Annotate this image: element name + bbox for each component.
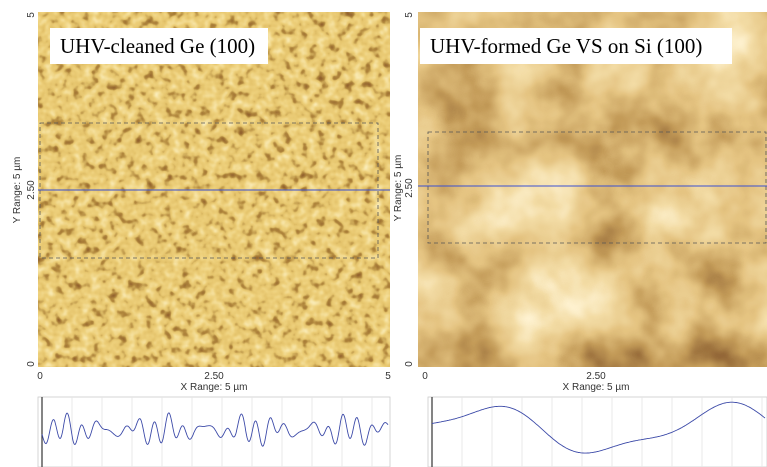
x-tick-label: 2.50	[586, 371, 606, 382]
y-tick-label: 5	[26, 12, 37, 18]
panel-label: UHV-cleaned Ge (100)	[60, 34, 255, 58]
x-tick-label: 2.50	[204, 371, 224, 382]
y-tick-label: 2.50	[404, 178, 415, 198]
line-profile	[428, 397, 767, 467]
figure: UHV-cleaned Ge (100) 5 2.50 0 Y Range: 5…	[0, 0, 767, 467]
panel-label: UHV-formed Ge VS on Si (100)	[430, 34, 702, 58]
afm-image	[418, 12, 767, 367]
y-tick-label: 2.50	[26, 180, 37, 200]
x-tick-label: 0	[422, 371, 428, 382]
y-tick-label: 0	[26, 361, 37, 367]
x-tick-label: 5	[385, 371, 391, 382]
y-tick-label: 5	[404, 12, 415, 18]
y-axis-title: Y Range: 5 µm	[12, 157, 23, 224]
x-axis-title: X Range: 5 µm	[563, 382, 630, 393]
x-tick-label: 0	[37, 371, 43, 382]
y-axis-title: Y Range: 5 µm	[393, 155, 404, 222]
line-profile	[38, 397, 390, 467]
y-tick-label: 0	[404, 361, 415, 367]
x-axis-title: X Range: 5 µm	[181, 382, 248, 393]
